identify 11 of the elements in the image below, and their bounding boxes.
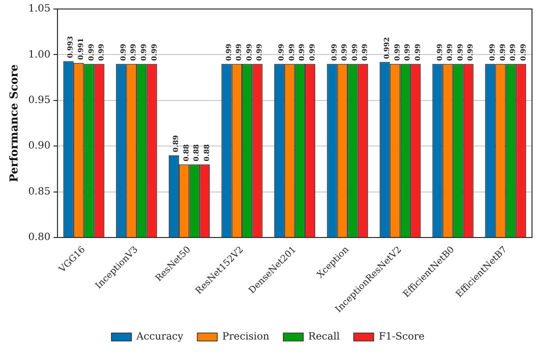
legend-label: Recall: [308, 332, 340, 343]
y-axis-title: Performance Score: [7, 64, 20, 182]
y-tick-label: 0.80: [28, 232, 50, 244]
legend-label: Accuracy: [135, 332, 184, 343]
y-tick-label: 1.00: [28, 49, 50, 60]
y-tick-label: 0.85: [28, 186, 50, 198]
y-tick-label: 0.90: [28, 140, 50, 152]
legend-label: F1-Score: [378, 332, 425, 343]
y-tick-label: 1.05: [28, 4, 50, 15]
legend-label: Precision: [222, 332, 270, 343]
y-tick-label: 0.95: [28, 94, 50, 106]
